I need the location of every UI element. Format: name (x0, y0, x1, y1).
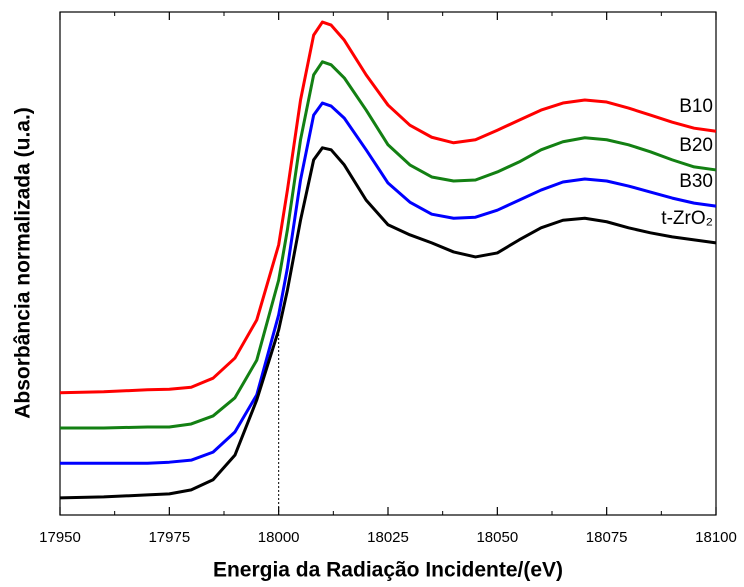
x-tick-label: 17975 (148, 529, 190, 546)
series-line (60, 60, 717, 430)
series-label: t-ZrO₂ (661, 208, 713, 229)
series-line (59, 146, 717, 500)
x-tick-label: 18075 (586, 529, 628, 546)
x-axis-title: Energia da Radiação Incidente/(eV) (213, 559, 563, 582)
plot-frame (59, 11, 717, 516)
y-axis-title: Absorbância normalizada (u.a.) (12, 107, 35, 419)
x-tick-label: 18025 (367, 529, 409, 546)
series-line (59, 20, 717, 395)
series-label: B10 (679, 96, 713, 117)
x-tick-label: 18050 (476, 529, 518, 546)
x-tick-label: 18000 (258, 529, 300, 546)
x-tick-label: 18100 (695, 529, 737, 546)
x-tick-label: 17950 (39, 529, 81, 546)
series-label: B20 (679, 135, 713, 156)
series-line (60, 101, 717, 465)
series-label: B30 (679, 171, 713, 192)
